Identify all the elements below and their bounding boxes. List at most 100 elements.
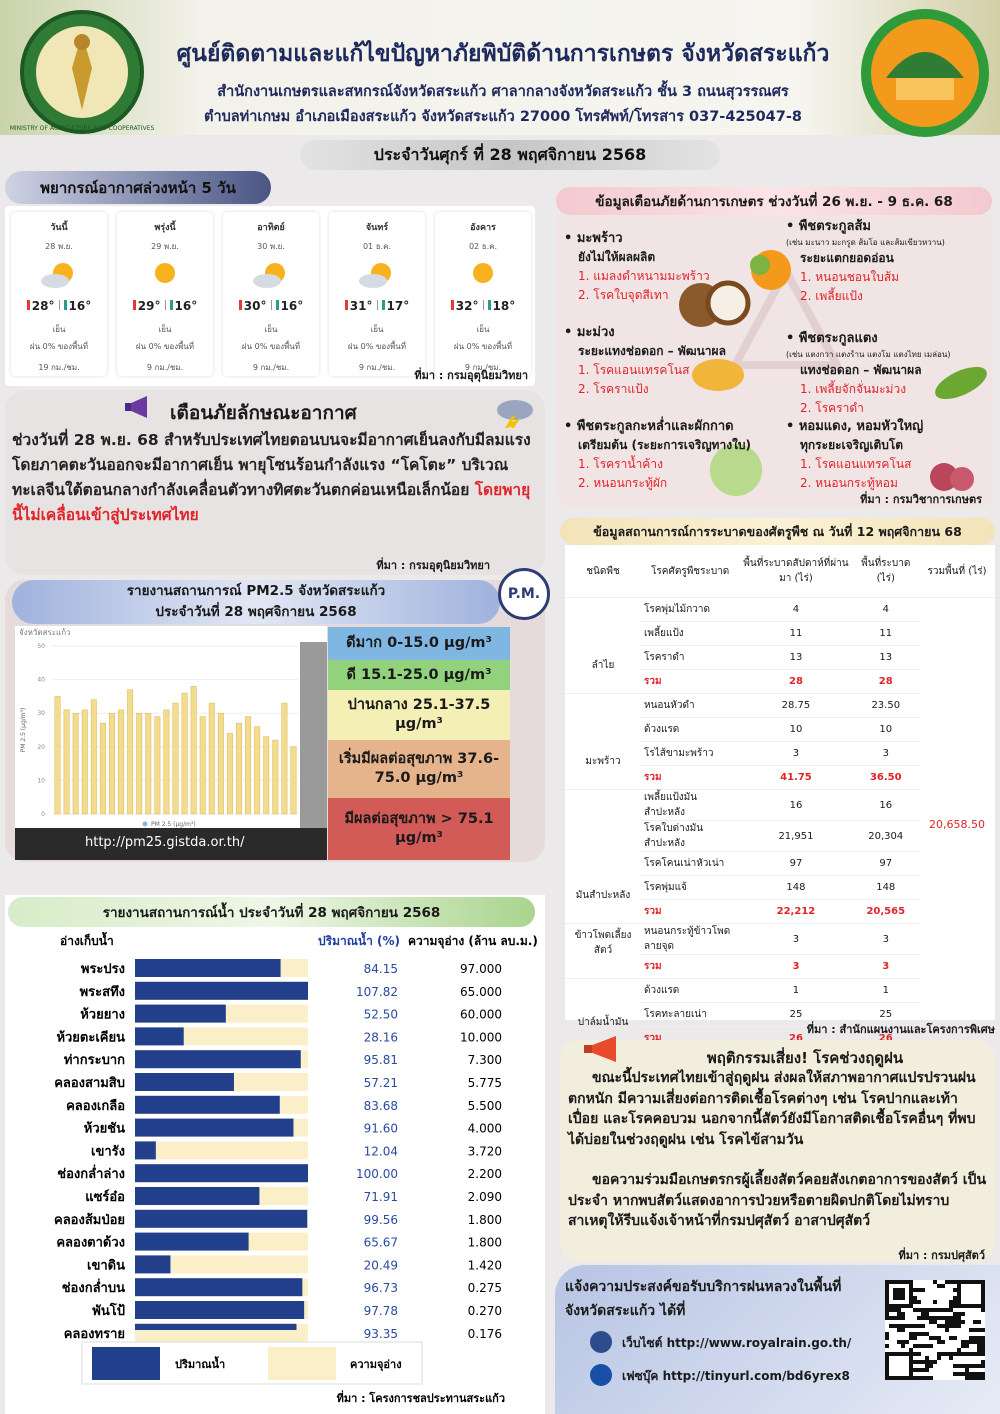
qr-module <box>929 1308 933 1312</box>
pest-name: ด้วงแรด <box>641 978 740 1003</box>
qr-module <box>957 1280 961 1284</box>
area-previous: 97 <box>739 851 853 876</box>
weather-card: วันนี้ 28 พ.ย. 28° 16° เย็น ฝน 0% ของพื้นที่ 1… <box>11 212 107 376</box>
value-label: 97.78 <box>364 1304 398 1318</box>
qr-module <box>901 1376 905 1380</box>
pm-level: ปานกลาง 25.1-37.5 µg/m³ <box>328 690 510 740</box>
day-date: 01 ธ.ค. <box>362 242 392 251</box>
facebook-icon <box>590 1364 612 1386</box>
bar <box>199 716 206 815</box>
column-header: อ่างเก็บน้ำ <box>60 931 114 948</box>
qr-module <box>909 1356 913 1360</box>
qr-module <box>885 1356 889 1360</box>
qr-module <box>913 1332 917 1336</box>
coconut-image <box>679 280 751 327</box>
bar <box>135 1323 297 1330</box>
qr-module <box>889 1324 893 1328</box>
crop-stage: ยังไม่ให้ผลผลิต <box>578 250 656 264</box>
reservoir-name: ช่องกล่ำล่าง <box>57 1164 125 1182</box>
day-date: 28 พ.ย. <box>45 242 73 251</box>
qr-module <box>885 1368 889 1372</box>
qr-module <box>965 1340 969 1344</box>
area-previous: 3 <box>739 741 853 766</box>
value-label: 28.16 <box>364 1030 398 1044</box>
qr-module <box>961 1372 965 1376</box>
qr-module <box>945 1352 949 1356</box>
qr-module <box>893 1296 897 1300</box>
chart-title: จังหวัดสระแก้ว <box>19 628 71 637</box>
qr-module <box>909 1336 913 1340</box>
qr-module <box>885 1292 889 1296</box>
livestock-text: ขอความร่วมมือเกษตรกรผู้เลี้ยงสัตว์คอยสัง… <box>568 1172 987 1229</box>
reservoir-name: เขารัง <box>91 1144 125 1159</box>
value-label: 93.35 <box>364 1327 398 1341</box>
web-icon <box>590 1331 612 1353</box>
qr-module <box>961 1364 965 1368</box>
storm-icon <box>497 400 533 428</box>
qr-module <box>949 1316 953 1320</box>
qr-module <box>921 1288 925 1292</box>
weather-desc: เย็น <box>370 325 384 334</box>
website[interactable]: เว็บไซต์ http://www.royalrain.go.th/ <box>622 1336 852 1350</box>
qr-module <box>953 1288 957 1292</box>
temp-min: 17° <box>386 299 410 313</box>
capacity-label: 10.000 <box>460 1030 502 1044</box>
qr-module <box>981 1280 985 1284</box>
wind-speed: 9 กม./ชม. <box>358 363 396 372</box>
qr-module <box>921 1308 925 1312</box>
qr-module <box>893 1308 897 1312</box>
qr-module <box>885 1332 889 1336</box>
capacity-label: 3.720 <box>468 1144 502 1158</box>
qr-module <box>977 1280 981 1284</box>
qr-module <box>913 1368 917 1372</box>
bar <box>99 723 106 815</box>
pm-level: มีผลต่อสุขภาพ > 75.1 µg/m³ <box>328 798 510 860</box>
divider <box>482 300 484 310</box>
livestock-text: ขณะนี้ประเทศไทยเข้าสู่ฤดูฝน ส่งผลให้สภาพ… <box>568 1070 976 1148</box>
section-title: ข้อมูลเตือนภัยด้านการเกษตร ช่วงวันที่ 26… <box>556 187 992 215</box>
sum-row: รวม 22,212 20,565 <box>565 899 995 924</box>
legend-label: PM 2.5 (µg/m³) <box>151 821 196 828</box>
cloud <box>359 274 387 288</box>
qr-module <box>981 1364 985 1368</box>
qr-module <box>897 1296 901 1300</box>
qr-module <box>905 1280 909 1284</box>
qr-module <box>885 1364 889 1368</box>
alert-threat: 1. แมลงดำหนามมะพร้าว <box>578 269 710 283</box>
qr-module <box>981 1328 985 1332</box>
weather-card: พรุ่งนี้ 29 พ.ย. 29° 16° เย็น ฝน 0% ของพื้นที… <box>117 212 213 376</box>
reservoir-name: ห้วยยาง <box>80 1007 125 1023</box>
qr-module <box>981 1376 985 1380</box>
value-label: 95.81 <box>364 1053 398 1067</box>
qr-module <box>981 1296 985 1300</box>
qr-module <box>977 1372 981 1376</box>
qr-module <box>925 1364 929 1368</box>
legend-label: ความจุอ่าง <box>350 1358 402 1372</box>
pest-table: ชนิดพืช โรคศัตรูพืชระบาด พื้นที่ระบาดสัปดา… <box>565 545 995 1051</box>
reservoir-name: ห้วยตะเคียน <box>56 1029 125 1045</box>
qr-module <box>941 1340 945 1344</box>
qr-module <box>969 1372 973 1376</box>
qr-module <box>957 1312 961 1316</box>
legend-swatch <box>92 1347 160 1380</box>
qr-module <box>925 1332 929 1336</box>
qr-module <box>981 1372 985 1376</box>
qr-module <box>945 1324 949 1328</box>
qr-module <box>925 1360 929 1364</box>
bar <box>135 1141 156 1160</box>
qr-module <box>977 1348 981 1352</box>
qr-module <box>965 1344 969 1348</box>
qr-module <box>917 1376 921 1380</box>
area-current: 16 <box>852 789 919 821</box>
facebook[interactable]: เฟซบุ๊ค http://tinyurl.com/bd6yrex8 <box>622 1369 850 1383</box>
qr-module <box>909 1364 913 1368</box>
reservoir-name: พระปรง <box>81 962 125 977</box>
area-previous: 16 <box>739 789 853 821</box>
qr-module <box>965 1368 969 1372</box>
area-previous: 13 <box>739 645 853 670</box>
qr-module <box>973 1352 977 1356</box>
qr-module <box>917 1368 921 1372</box>
qr-module <box>897 1352 901 1356</box>
day-date: 30 พ.ย. <box>257 242 285 251</box>
weather-card: อังคาร 02 ธ.ค. 32° 18° เย็น ฝน 0% ของพื้นที่ 9… <box>435 212 531 376</box>
